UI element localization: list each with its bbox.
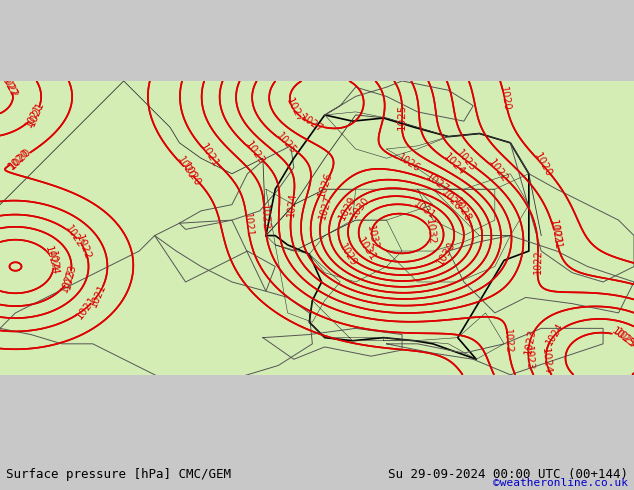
Text: ©weatheronline.co.uk: ©weatheronline.co.uk	[493, 478, 628, 488]
Text: 1022: 1022	[63, 223, 86, 249]
Text: 1031: 1031	[354, 235, 377, 263]
Text: 1022: 1022	[74, 233, 93, 261]
Text: 1030: 1030	[436, 239, 458, 267]
Text: 1023: 1023	[455, 148, 478, 173]
Text: 1020: 1020	[180, 161, 202, 188]
Text: 1020: 1020	[175, 155, 197, 181]
Text: 1021: 1021	[198, 142, 221, 170]
Text: 1032: 1032	[424, 219, 437, 246]
Text: 1020: 1020	[7, 147, 32, 172]
Text: 1021: 1021	[74, 294, 98, 321]
Text: 1024: 1024	[287, 192, 299, 218]
Text: 1029: 1029	[337, 194, 358, 221]
Text: 1024: 1024	[540, 347, 552, 374]
Text: 1031: 1031	[411, 199, 437, 221]
Text: 1022: 1022	[502, 329, 514, 354]
Text: 1028: 1028	[439, 187, 463, 212]
Text: 1023: 1023	[243, 139, 266, 166]
Text: 1021: 1021	[88, 282, 107, 308]
Text: 1022: 1022	[259, 204, 270, 231]
Text: Su 29-09-2024 00:00 UTC (00+144): Su 29-09-2024 00:00 UTC (00+144)	[387, 467, 628, 481]
Text: 1030: 1030	[349, 195, 372, 220]
Text: 1022: 1022	[533, 249, 543, 274]
Text: 1022: 1022	[486, 158, 510, 185]
Text: 1020: 1020	[498, 86, 512, 112]
Text: 1025: 1025	[397, 103, 407, 129]
Text: 1025: 1025	[610, 326, 634, 349]
Text: 1023: 1023	[522, 327, 537, 355]
Text: 1020: 1020	[8, 146, 34, 171]
Text: 1021: 1021	[24, 103, 44, 129]
Text: 1025: 1025	[275, 131, 299, 156]
Text: 1024: 1024	[43, 245, 60, 273]
Text: 1020: 1020	[532, 151, 553, 179]
Text: 1021: 1021	[549, 225, 563, 251]
Text: 1021: 1021	[547, 219, 562, 246]
Text: 1024: 1024	[545, 321, 566, 347]
Text: 1027: 1027	[284, 97, 305, 125]
Text: 1027: 1027	[299, 112, 325, 134]
Text: 1022: 1022	[0, 71, 18, 99]
Text: 1023: 1023	[523, 345, 534, 370]
Text: 1027: 1027	[317, 195, 333, 221]
Text: 1023: 1023	[59, 267, 77, 294]
Text: 1024: 1024	[441, 151, 467, 177]
Text: 1028: 1028	[451, 196, 473, 223]
Text: 1022: 1022	[0, 74, 20, 100]
Text: 1032: 1032	[365, 224, 380, 250]
Text: 1029: 1029	[337, 242, 359, 268]
Text: 1026: 1026	[396, 152, 422, 174]
Text: 1027: 1027	[423, 172, 450, 196]
Text: 1021: 1021	[242, 213, 254, 238]
Text: 1025: 1025	[612, 327, 634, 350]
Text: 1024: 1024	[47, 250, 60, 276]
Text: 1023: 1023	[61, 263, 77, 291]
Text: 1021: 1021	[26, 99, 46, 127]
Text: 1026: 1026	[316, 170, 334, 198]
Text: Surface pressure [hPa] CMC/GEM: Surface pressure [hPa] CMC/GEM	[6, 467, 231, 481]
